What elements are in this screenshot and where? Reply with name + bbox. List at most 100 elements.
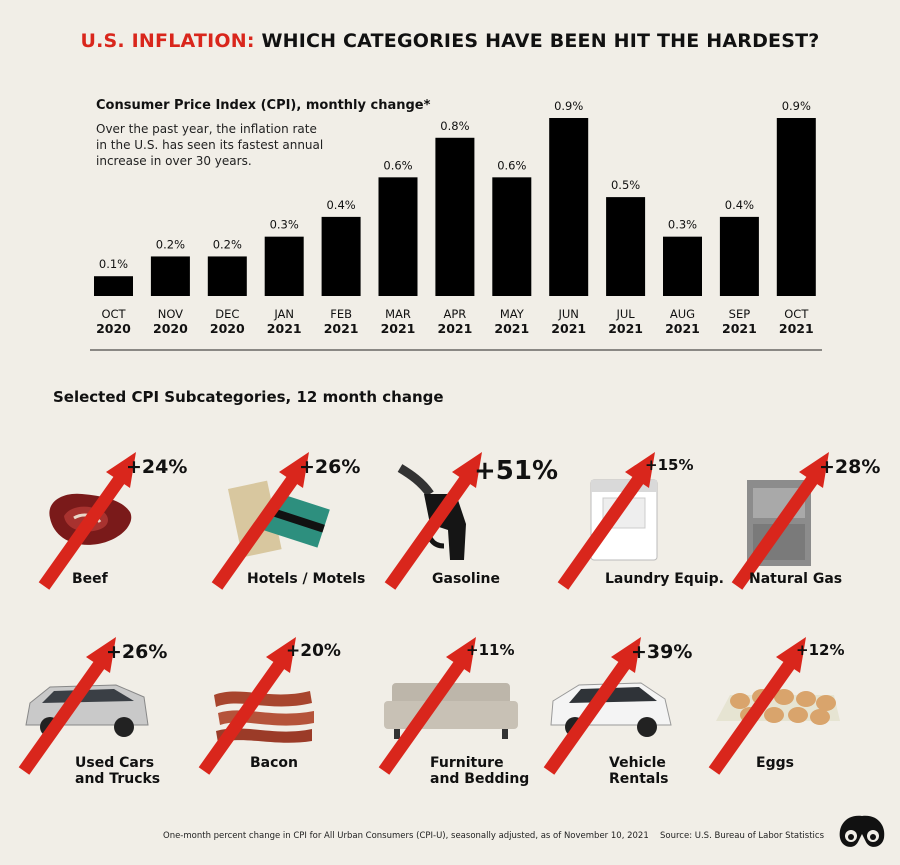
subcategory-label: Gasoline bbox=[432, 571, 500, 587]
red-arrow-icon bbox=[731, 452, 829, 590]
cpi-year-label: 2021 bbox=[779, 321, 814, 336]
cpi-chart-heading: Consumer Price Index (CPI), monthly chan… bbox=[96, 98, 431, 113]
red-arrow-icon bbox=[18, 637, 116, 775]
subcategory-tile: +28% Natural Gas bbox=[731, 440, 900, 610]
cpi-bar bbox=[719, 216, 759, 296]
cpi-year-label: 2021 bbox=[722, 321, 757, 336]
subcategory-label: Used Cars and Trucks bbox=[75, 755, 161, 787]
red-arrow-icon bbox=[378, 637, 476, 775]
cpi-month-label: MAY bbox=[500, 307, 525, 321]
cpi-bar bbox=[321, 216, 361, 296]
cpi-year-label: 2021 bbox=[494, 321, 529, 336]
cpi-month-label: MAR bbox=[385, 307, 411, 321]
subcategory-change-value: +28% bbox=[819, 456, 881, 478]
cpi-bar-value-label: 0.9% bbox=[782, 99, 811, 113]
cpi-bar bbox=[776, 118, 816, 296]
source-note: Source: U.S. Bureau of Labor Statistics bbox=[660, 831, 825, 841]
cpi-year-label: 2020 bbox=[210, 321, 245, 336]
cpi-month-label: NOV bbox=[158, 307, 183, 321]
sofa-icon bbox=[384, 683, 518, 739]
cpi-month-label: APR bbox=[444, 307, 467, 321]
cpi-bar-value-label: 0.8% bbox=[440, 119, 469, 133]
cpi-bar bbox=[435, 137, 475, 296]
cpi-year-label: 2021 bbox=[608, 321, 643, 336]
subcategory-tile: +26% Hotels / Motels bbox=[211, 440, 385, 610]
subcategory-change-value: +26% bbox=[106, 641, 168, 663]
subcategory-label: Hotels / Motels bbox=[247, 571, 366, 587]
page-title-rest: WHICH CATEGORIES HAVE BEEN HIT THE HARDE… bbox=[261, 30, 820, 52]
subcategory-change-value: +26% bbox=[299, 456, 361, 478]
cpi-bar-value-label: 0.2% bbox=[213, 237, 242, 251]
cpi-bar bbox=[492, 177, 532, 296]
subcategory-change-value: +20% bbox=[286, 641, 341, 661]
red-arrow-icon bbox=[38, 452, 136, 590]
cpi-bar-value-label: 0.2% bbox=[156, 237, 185, 251]
cpi-year-label: 2021 bbox=[324, 321, 359, 336]
subcategory-tile: +20% Bacon bbox=[198, 625, 372, 795]
subcategory-change-value: +15% bbox=[645, 456, 694, 474]
subcategory-tile: +12% Eggs bbox=[708, 625, 882, 795]
page-title: U.S. INFLATION: WHICH CATEGORIES HAVE BE… bbox=[0, 30, 900, 52]
cpi-bar-value-label: 0.4% bbox=[326, 198, 355, 212]
subcategory-tile: +15% Laundry Equip. bbox=[557, 440, 731, 610]
subcategory-change-value: +12% bbox=[796, 641, 845, 659]
subcategories-heading: Selected CPI Subcategories, 12 month cha… bbox=[53, 388, 444, 406]
red-arrow-icon bbox=[211, 452, 309, 590]
cpi-bar bbox=[150, 256, 190, 296]
cpi-year-label: 2021 bbox=[438, 321, 473, 336]
cpi-month-label: AUG bbox=[670, 307, 695, 321]
red-arrow-icon bbox=[557, 452, 655, 590]
subcategory-tile: +26% Used Cars and Trucks bbox=[18, 625, 192, 795]
cpi-bar-value-label: 0.3% bbox=[668, 218, 697, 232]
cpi-bar-value-label: 0.1% bbox=[99, 257, 128, 271]
cpi-bar-value-label: 0.5% bbox=[611, 178, 640, 192]
subcategory-label: Beef bbox=[72, 571, 108, 587]
suv-icon bbox=[550, 682, 672, 737]
subcategory-label: Eggs bbox=[756, 755, 794, 771]
cpi-year-label: 2020 bbox=[153, 321, 188, 336]
cpi-bar bbox=[94, 276, 133, 296]
cpi-bar bbox=[663, 236, 702, 296]
cpi-year-label: 2021 bbox=[551, 321, 586, 336]
cpi-year-label: 2021 bbox=[381, 321, 416, 336]
publisher-logo-icon bbox=[839, 815, 885, 847]
subcategory-label: Laundry Equip. bbox=[605, 571, 724, 587]
cpi-month-label: DEC bbox=[215, 307, 239, 321]
subcategory-tile: +24% Beef bbox=[38, 440, 212, 610]
cpi-bar-value-label: 0.6% bbox=[497, 158, 526, 172]
subcategory-tile: +39% Vehicle Rentals bbox=[543, 625, 717, 795]
subcategory-tile: +11% Furniture and Bedding bbox=[378, 625, 552, 795]
cpi-chart-note: Over the past year, the inflation rate i… bbox=[96, 122, 324, 168]
cpi-bar-chart: 0.1%OCT20200.2%NOV20200.2%DEC20200.3%JAN… bbox=[90, 99, 822, 351]
cpi-month-label: JAN bbox=[273, 307, 294, 321]
subcategory-label: Vehicle Rentals bbox=[609, 755, 669, 787]
cpi-month-label: SEP bbox=[729, 307, 751, 321]
cpi-bar-value-label: 0.4% bbox=[725, 198, 754, 212]
red-arrow-icon bbox=[384, 452, 482, 590]
subcategory-change-value: +24% bbox=[126, 456, 188, 478]
cpi-bar-value-label: 0.3% bbox=[270, 218, 299, 232]
cpi-year-label: 2021 bbox=[665, 321, 700, 336]
subcategory-tile: +51% Gasoline bbox=[384, 440, 558, 610]
cpi-year-label: 2020 bbox=[96, 321, 131, 336]
cpi-bar bbox=[207, 256, 247, 296]
page-title-accent: U.S. INFLATION: bbox=[80, 30, 255, 52]
cpi-month-label: FEB bbox=[330, 307, 352, 321]
cpi-bar-value-label: 0.9% bbox=[554, 99, 583, 113]
subcategory-label: Furniture and Bedding bbox=[430, 755, 530, 787]
cpi-bar bbox=[549, 118, 589, 296]
cpi-month-label: OCT bbox=[784, 307, 809, 321]
cpi-month-label: JUN bbox=[557, 307, 578, 321]
cpi-bar bbox=[264, 236, 304, 296]
red-arrow-icon bbox=[543, 637, 641, 775]
cpi-month-label: OCT bbox=[101, 307, 126, 321]
cpi-bar bbox=[378, 177, 418, 296]
subcategory-change-value: +11% bbox=[466, 641, 515, 659]
red-arrow-icon bbox=[708, 637, 806, 775]
cpi-bar bbox=[606, 197, 646, 296]
red-arrow-icon bbox=[198, 637, 296, 775]
subcategory-change-value: +39% bbox=[631, 641, 693, 663]
footnote: One-month percent change in CPI for All … bbox=[163, 831, 649, 841]
subcategory-label: Bacon bbox=[250, 755, 299, 771]
cpi-year-label: 2021 bbox=[267, 321, 302, 336]
